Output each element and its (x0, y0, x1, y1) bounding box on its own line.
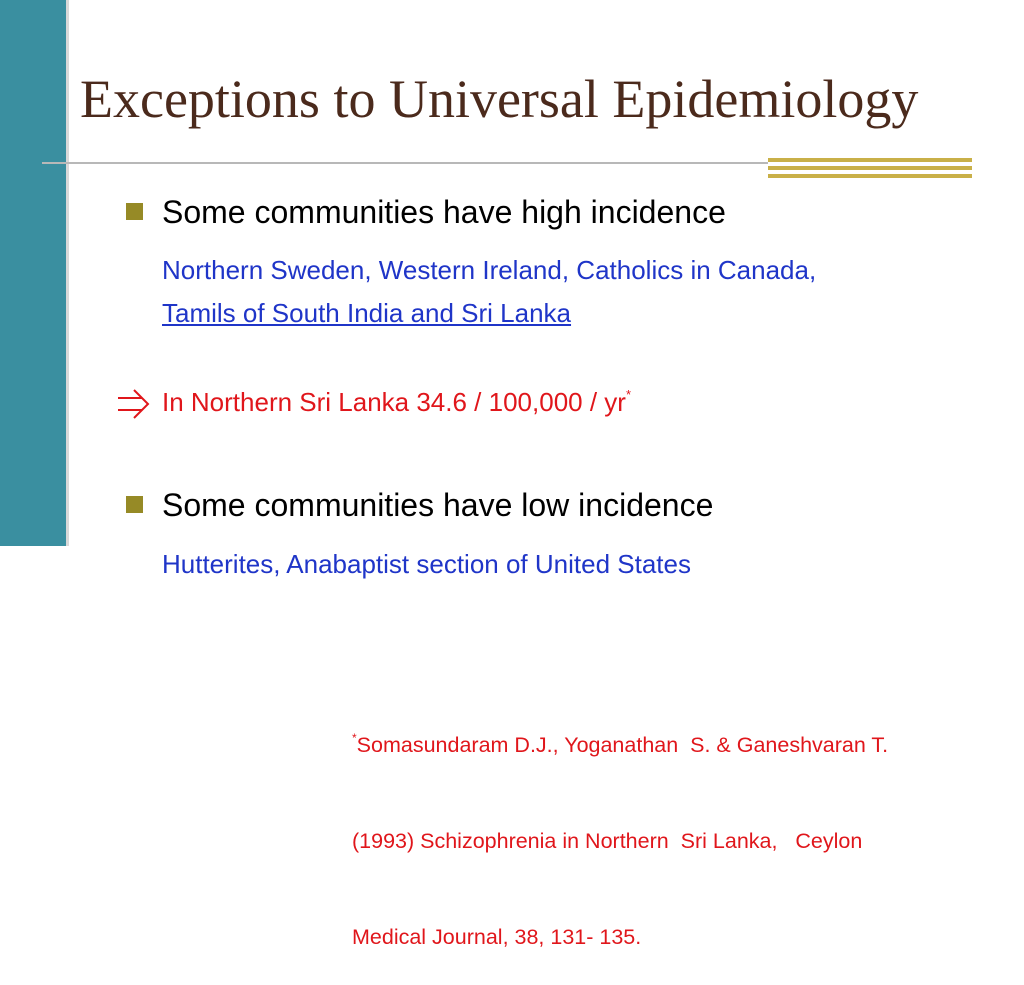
bullet-detail: Hutterites, Anabaptist section of United… (162, 549, 691, 579)
side-bar (0, 0, 66, 546)
gold-stripe (768, 174, 972, 178)
reference-line: (1993) Schizophrenia in Northern Sri Lan… (352, 829, 863, 853)
bullet-marker (126, 203, 143, 220)
implication-text: In Northern Sri Lanka 34.6 / 100,000 / y… (162, 387, 626, 417)
footnote-mark: * (352, 731, 357, 745)
implication: In Northern Sri Lanka 34.6 / 100,000 / y… (162, 388, 631, 415)
slide: Exceptions to Universal Epidemiology Som… (0, 0, 972, 949)
slide-title: Exceptions to Universal Epidemiology (80, 69, 919, 129)
reference-line: Medical Journal, 38, 131- 135. (352, 925, 642, 949)
reference-text: Somasundaram D.J., Yoganathan S. & Ganes… (356, 733, 889, 757)
detail-text: Northern Sweden, Western Ireland, Cathol… (162, 255, 817, 285)
reference-line: *Somasundaram D.J., Yoganathan S. & Gane… (352, 722, 888, 761)
reference: *Somasundaram D.J., Yoganathan S. & Gane… (352, 658, 888, 985)
bullet: Some communities have low incidence (162, 487, 714, 523)
detail-link[interactable]: Tamils of South India and Sri Lanka (162, 298, 572, 328)
bullet: Some communities have high incidence (162, 194, 726, 230)
footnote-mark: * (625, 387, 631, 402)
bullet-detail: Northern Sweden, Western Ireland, Cathol… (162, 249, 892, 335)
bullet-marker (126, 496, 143, 513)
arrow-bullet (118, 389, 150, 419)
side-bar-shadow (66, 0, 69, 546)
gold-stripe (768, 166, 972, 170)
decoration (0, 0, 972, 546)
gold-stripe (768, 158, 972, 162)
